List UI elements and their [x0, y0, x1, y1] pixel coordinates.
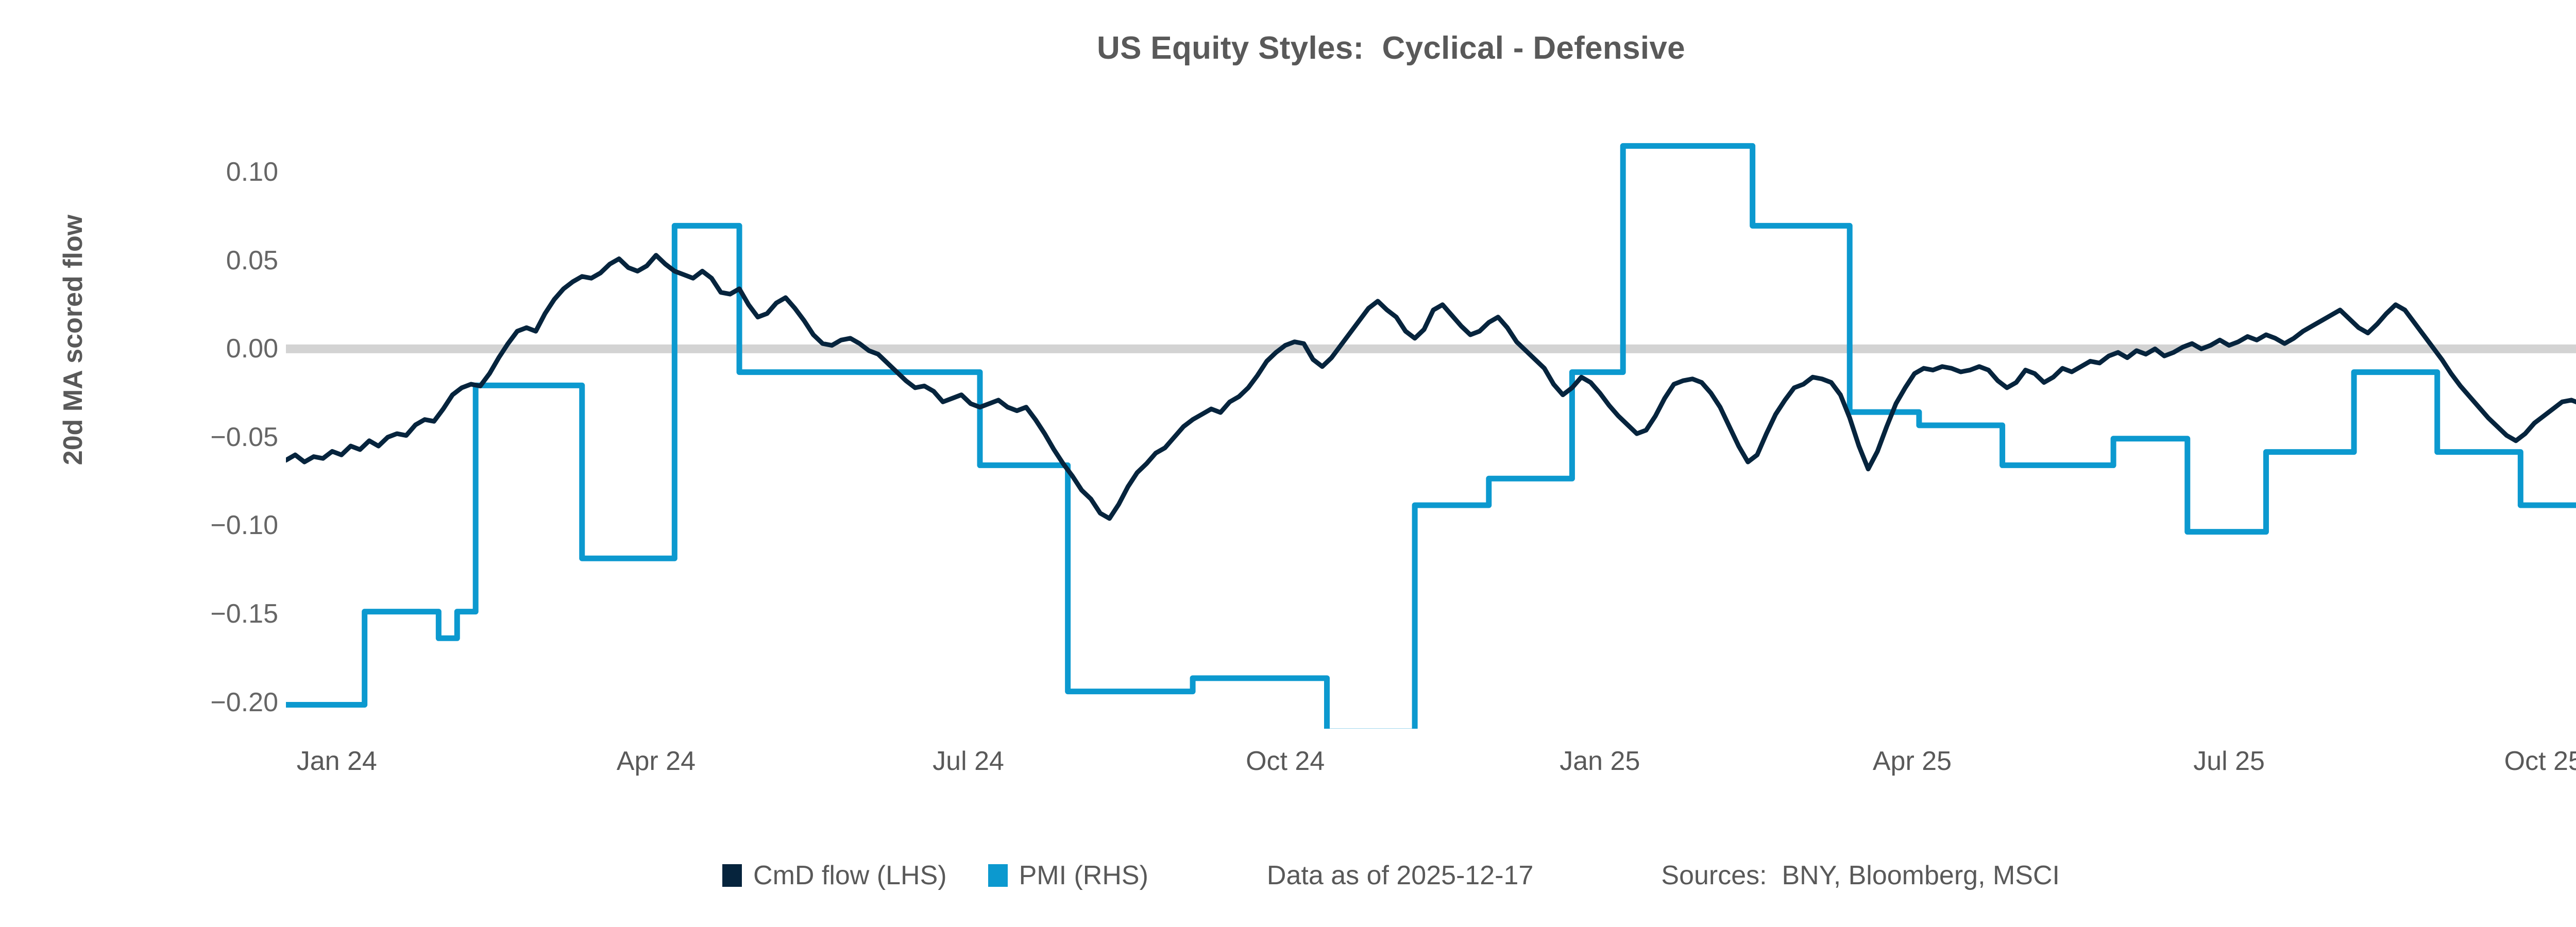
sources-note: Sources: BNY, Bloomberg, MSCI: [1661, 861, 2060, 890]
x-axis-tick: Jan 24: [296, 746, 377, 776]
legend-swatch-cmd-flow: [722, 864, 742, 887]
x-axis-tick: Apr 25: [1872, 746, 1952, 776]
legend-label-pmi: PMI (RHS): [1019, 861, 1148, 890]
y-axis-left-tick: −0.20: [210, 687, 278, 717]
legend-swatch-pmi: [988, 864, 1008, 887]
page-title: US Equity Styles: Cyclical - Defensive: [1097, 30, 1685, 66]
y-axis-left-title: 20d MA scored flow: [58, 214, 88, 466]
x-axis-tick: Jan 25: [1560, 746, 1640, 776]
y-axis-left-tick: −0.10: [210, 510, 278, 541]
x-axis-tick: Apr 24: [616, 746, 696, 776]
legend-label-cmd-flow: CmD flow (LHS): [753, 861, 947, 890]
y-axis-left-tick: 0.00: [226, 334, 278, 364]
legend-item-pmi[interactable]: PMI (RHS): [988, 860, 1148, 891]
y-axis-left-tick: −0.05: [210, 422, 278, 452]
y-axis-left-tick: 0.10: [226, 157, 278, 187]
x-axis-tick: Oct 24: [1246, 746, 1325, 776]
cmd-flow-line: [286, 253, 2576, 521]
data-as-of-note: Data as of 2025-12-17: [1266, 861, 1534, 890]
plot-svg: [286, 143, 2576, 729]
y-axis-left-tick: 0.05: [226, 245, 278, 276]
y-axis-left-tick: −0.15: [210, 599, 278, 629]
x-axis-tick: Oct 25: [2504, 746, 2576, 776]
chart-footer: CmD flow (LHS) PMI (RHS) Data as of 2025…: [0, 852, 2576, 899]
legend-item-cmd-flow[interactable]: CmD flow (LHS): [722, 860, 947, 891]
x-axis-tick: Jul 24: [933, 746, 1004, 776]
plot-area: [286, 93, 2576, 729]
pmi-step-line: [286, 143, 2576, 729]
x-axis-tick: Jul 25: [2193, 746, 2265, 776]
